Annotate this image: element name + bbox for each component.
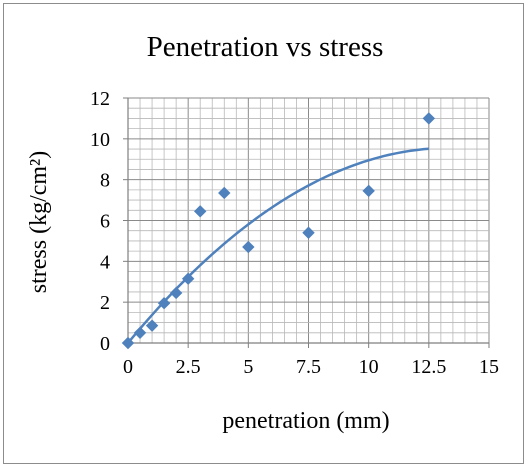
data-point <box>145 319 159 332</box>
data-point <box>157 296 171 310</box>
data-point <box>218 186 231 200</box>
x-tick-label: 10 <box>359 356 379 378</box>
y-tick-label: 4 <box>100 251 110 273</box>
data-point <box>169 286 183 300</box>
tick-labels: 0 2.5 5 7.5 10 12.5 15 0 2 4 6 8 10 12 <box>90 88 499 378</box>
x-tick-label: 7.5 <box>296 356 321 378</box>
y-tick-label: 12 <box>90 88 110 110</box>
x-tick-label: 2.5 <box>176 356 201 378</box>
y-tick-label: 2 <box>100 292 110 314</box>
y-tick-label: 10 <box>90 129 110 151</box>
trendline <box>127 147 429 344</box>
y-axis-label: stress (kg/cm²) <box>26 151 52 294</box>
chart-svg: Penetration vs stress 0 2.5 5 7.5 10 12.5 15 0 2… <box>26 31 499 434</box>
chart-frame: Penetration vs stress 0 2.5 5 7.5 10 12.5 15 0 2… <box>3 3 524 464</box>
data-point <box>242 240 255 254</box>
data-points <box>121 112 436 350</box>
chart-title: Penetration vs stress <box>147 31 384 63</box>
y-tick-label: 8 <box>100 170 110 192</box>
data-point <box>362 184 375 198</box>
data-point <box>133 326 147 339</box>
x-tick-label: 15 <box>479 356 499 378</box>
x-tick-label: 0 <box>123 356 133 378</box>
data-point <box>193 205 207 218</box>
y-tick-label: 6 <box>100 211 110 233</box>
data-point <box>422 112 436 125</box>
x-axis-label: penetration (mm) <box>222 408 389 434</box>
data-point <box>302 226 315 239</box>
data-point <box>181 272 195 285</box>
x-tick-label: 12.5 <box>411 356 446 378</box>
data-point <box>121 336 135 350</box>
y-tick-label: 0 <box>100 333 110 355</box>
axes <box>123 97 490 348</box>
x-tick-label: 5 <box>243 356 253 378</box>
gridlines <box>127 97 490 344</box>
